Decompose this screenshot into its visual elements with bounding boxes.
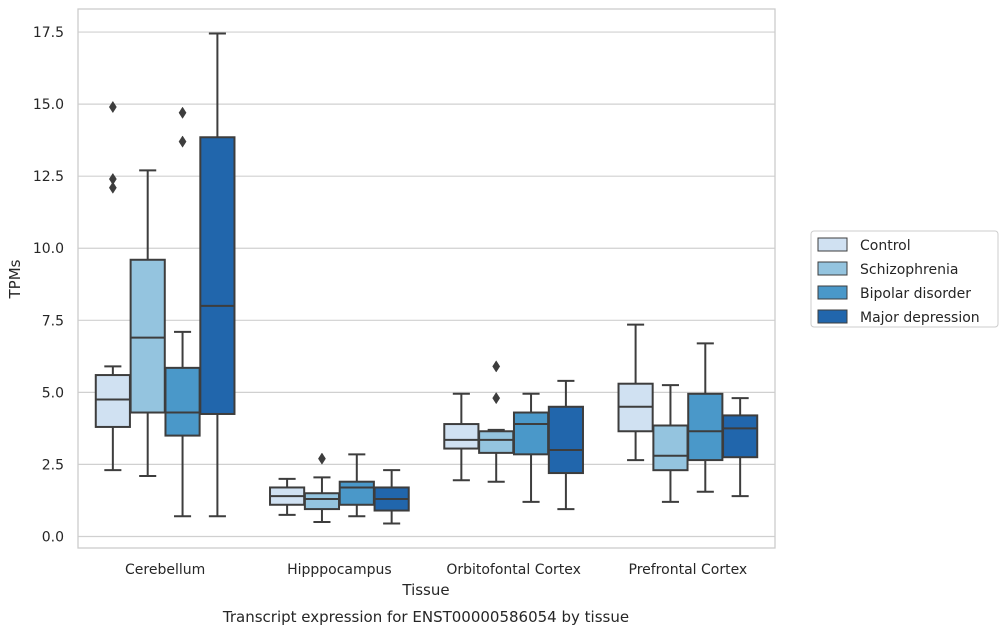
chart-caption: Transcript expression for ENST0000058605…	[222, 608, 629, 626]
plot-area-frame	[77, 8, 776, 549]
outlier-point	[178, 106, 187, 119]
x-tick-label: Prefrontal Cortex	[629, 562, 748, 578]
legend-label: Control	[860, 238, 911, 254]
legend-label: Bipolar disorder	[860, 286, 971, 302]
y-tick-label: 2.5	[42, 457, 64, 473]
box-group	[478, 360, 515, 483]
legend-label: Schizophrenia	[860, 262, 958, 278]
box	[199, 136, 236, 415]
outlier-point	[178, 135, 187, 148]
box	[512, 411, 550, 456]
box	[687, 392, 724, 462]
box-group	[722, 397, 759, 498]
box-group	[652, 384, 689, 503]
box-group	[687, 342, 724, 493]
box-group	[338, 453, 375, 518]
box	[443, 423, 480, 450]
y-tick-label: 12.5	[33, 169, 64, 185]
outlier-point	[108, 172, 117, 186]
outlier-point	[108, 181, 117, 194]
box	[164, 366, 201, 437]
box	[722, 414, 759, 459]
box-group	[199, 32, 236, 518]
x-tick-label: Orbitofontal Cortex	[446, 562, 581, 578]
box-group	[164, 106, 201, 518]
box-group	[303, 452, 341, 524]
legend-swatch	[817, 237, 848, 252]
box	[94, 374, 131, 428]
x-axis-label: Tissue	[401, 581, 449, 599]
box-group	[443, 392, 480, 482]
box-group	[373, 469, 410, 525]
boxes	[94, 32, 759, 525]
box	[338, 480, 375, 506]
box	[547, 405, 584, 475]
x-tick-label: Hipppocampus	[287, 562, 392, 578]
outlier-point	[318, 452, 326, 465]
box-group	[269, 477, 306, 516]
legend-swatch	[817, 309, 848, 324]
legend: Control Schizophrenia Bipolar disorder Majo…	[810, 230, 999, 328]
legend-swatch	[817, 261, 848, 276]
x-tick-label: Cerebellum	[125, 562, 205, 578]
x-axis-ticks: Cerebellum Hipppocampus Orbitofontal Corte…	[125, 562, 747, 578]
box	[652, 424, 689, 472]
y-tick-label: 5.0	[42, 385, 64, 401]
legend-swatch	[817, 285, 848, 300]
box-group	[129, 169, 166, 477]
y-tick-label: 15.0	[33, 97, 64, 113]
y-axis-label: TPMs	[6, 259, 24, 299]
legend-label: Major depression	[860, 310, 980, 326]
box	[478, 430, 515, 454]
legend-frame	[810, 230, 999, 328]
y-tick-label: 7.5	[42, 313, 64, 329]
y-tick-label: 0.0	[42, 529, 64, 545]
box-group	[617, 323, 654, 462]
box-group	[547, 379, 584, 511]
box	[303, 492, 341, 511]
y-tick-label: 17.5	[33, 25, 64, 41]
y-tick-label: 10.0	[33, 241, 64, 257]
y-axis-ticks: 0.0 2.5 5.0 7.5 10.0 12.5 15.0 17.5	[33, 25, 64, 545]
box-group	[512, 392, 550, 503]
outlier-point	[492, 392, 501, 405]
outlier-point	[108, 100, 117, 114]
box	[129, 258, 166, 414]
outlier-point	[492, 360, 501, 373]
box-group	[94, 100, 131, 472]
